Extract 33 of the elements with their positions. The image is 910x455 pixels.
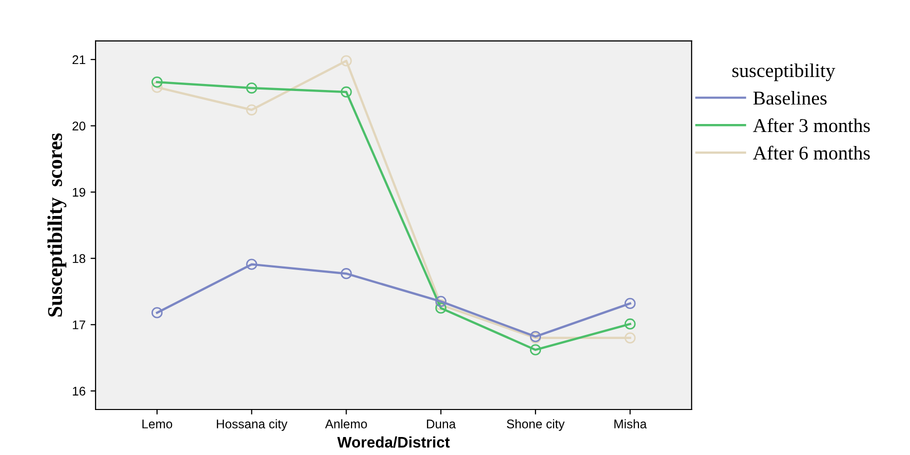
y-tick-label: 17 (72, 320, 86, 330)
point (340, 268, 352, 280)
y-tick-label: 20 (72, 122, 86, 130)
point (624, 332, 636, 344)
legend-label: After 6 months (752, 146, 870, 160)
y-axis-title: Susceptibility scores (47, 133, 66, 317)
x-tick-label: Lemo (142, 420, 172, 428)
point (435, 302, 446, 314)
point (246, 82, 258, 94)
point (530, 344, 542, 356)
point (624, 298, 636, 309)
legend-label: After 3 months (752, 118, 870, 132)
point (435, 296, 446, 308)
point (624, 318, 636, 330)
legend-label: Baselines (753, 91, 827, 105)
point (246, 104, 258, 116)
x-tick-label: Misha (614, 419, 647, 428)
y-tick-label: 16 (72, 386, 86, 396)
x-tick-label: Shone city (506, 419, 565, 431)
y-tick-label: 21 (72, 55, 86, 64)
point (340, 55, 352, 66)
x-tick-label: Duna (426, 420, 456, 428)
point (340, 86, 352, 98)
y-tick-label: 19 (72, 188, 86, 197)
legend-title: susceptibility (732, 63, 836, 82)
point (151, 82, 163, 93)
point (151, 76, 163, 88)
x-tick-label: Hossana city (216, 419, 288, 431)
y-tick-label: 18 (72, 254, 86, 264)
point (246, 258, 258, 270)
point (151, 307, 163, 318)
x-tick-label: Anlemo (325, 419, 367, 428)
x-axis-title: Woreda/District (337, 436, 450, 448)
